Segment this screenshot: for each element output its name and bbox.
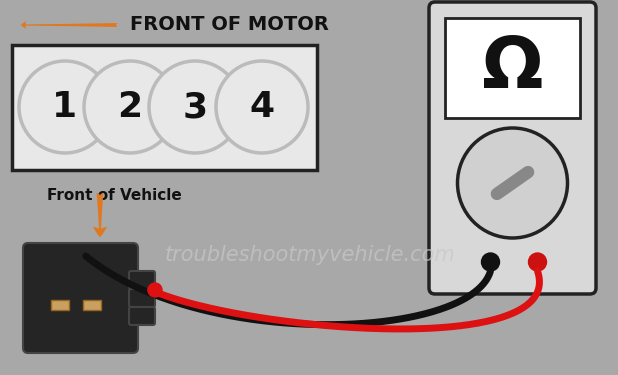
FancyBboxPatch shape bbox=[129, 307, 155, 325]
Circle shape bbox=[457, 128, 567, 238]
FancyBboxPatch shape bbox=[129, 271, 155, 289]
Bar bbox=[445, 18, 580, 118]
Text: 1: 1 bbox=[53, 90, 78, 124]
Bar bbox=[12, 45, 317, 170]
FancyBboxPatch shape bbox=[129, 289, 155, 307]
Text: 4: 4 bbox=[250, 90, 274, 124]
Circle shape bbox=[216, 61, 308, 153]
Text: FRONT OF MOTOR: FRONT OF MOTOR bbox=[130, 15, 329, 34]
Text: Front of Vehicle: Front of Vehicle bbox=[47, 188, 182, 203]
FancyArrowPatch shape bbox=[93, 193, 107, 237]
Circle shape bbox=[528, 253, 546, 271]
Circle shape bbox=[19, 61, 111, 153]
Circle shape bbox=[84, 61, 176, 153]
Bar bbox=[83, 300, 101, 310]
Text: troubleshootmyvehicle.com: troubleshootmyvehicle.com bbox=[164, 245, 455, 265]
Circle shape bbox=[149, 61, 241, 153]
Text: Ω: Ω bbox=[482, 33, 543, 102]
FancyBboxPatch shape bbox=[429, 2, 596, 294]
Circle shape bbox=[148, 283, 162, 297]
FancyBboxPatch shape bbox=[23, 243, 138, 353]
Bar bbox=[51, 300, 69, 310]
Text: 2: 2 bbox=[117, 90, 143, 124]
Text: 3: 3 bbox=[182, 90, 208, 124]
Circle shape bbox=[481, 253, 499, 271]
